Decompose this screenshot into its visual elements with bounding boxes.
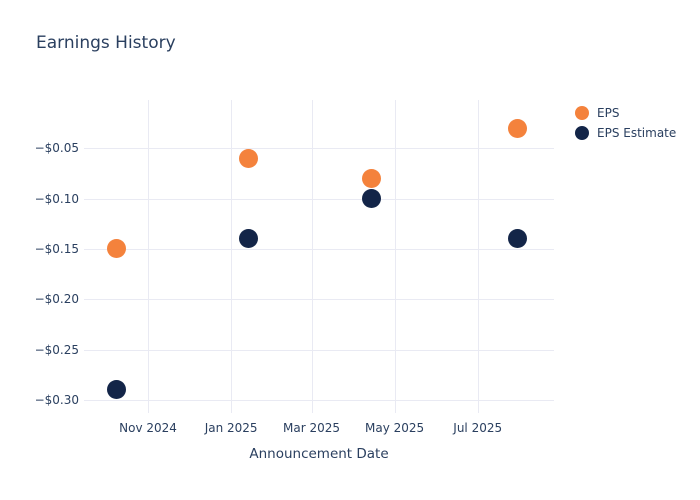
y-tick-label: −$0.25	[34, 342, 79, 357]
legend-item-eps[interactable]: EPS	[575, 103, 676, 123]
gridline-h	[84, 299, 554, 301]
marker-eps-estimate[interactable]	[239, 229, 259, 249]
eps-estimate-swatch-icon	[575, 126, 589, 140]
y-tick-label: −$0.15	[34, 241, 79, 256]
legend-item-label: EPS	[597, 106, 620, 120]
marker-eps[interactable]	[239, 148, 259, 168]
x-tick-label: Jul 2025	[453, 421, 503, 435]
marker-eps-estimate[interactable]	[507, 229, 527, 249]
gridline-h	[84, 148, 554, 150]
eps-swatch-icon	[575, 106, 589, 120]
y-tick-label: −$0.10	[34, 191, 79, 206]
x-axis-title: Announcement Date	[249, 446, 389, 462]
x-tick-label: May 2025	[365, 421, 425, 435]
gridline-h	[84, 349, 554, 351]
y-tick-label: −$0.20	[34, 292, 79, 307]
y-tick-label: −$0.05	[34, 141, 79, 156]
chart-title: Earnings History	[36, 33, 176, 53]
marker-eps-estimate[interactable]	[361, 189, 381, 209]
marker-eps-estimate[interactable]	[107, 380, 127, 400]
gridline-v	[148, 100, 150, 413]
y-tick-label: −$0.30	[34, 392, 79, 407]
gridline-h	[84, 198, 554, 200]
plot-area[interactable]	[84, 100, 554, 413]
gridline-v	[394, 100, 396, 413]
gridline-h	[84, 248, 554, 250]
gridline-v	[311, 100, 313, 413]
legend: EPS EPS Estimate	[575, 103, 676, 143]
x-tick-label: Jan 2025	[204, 421, 258, 435]
gridline-v	[477, 100, 479, 413]
legend-item-eps-estimate[interactable]: EPS Estimate	[575, 123, 676, 143]
x-tick-label: Mar 2025	[283, 421, 340, 435]
marker-eps[interactable]	[507, 118, 527, 138]
x-tick-label: Nov 2024	[119, 421, 177, 435]
gridline-h	[84, 399, 554, 401]
marker-eps[interactable]	[107, 239, 127, 259]
marker-eps[interactable]	[361, 169, 381, 188]
legend-item-label: EPS Estimate	[597, 126, 677, 140]
gridline-v	[231, 100, 233, 413]
